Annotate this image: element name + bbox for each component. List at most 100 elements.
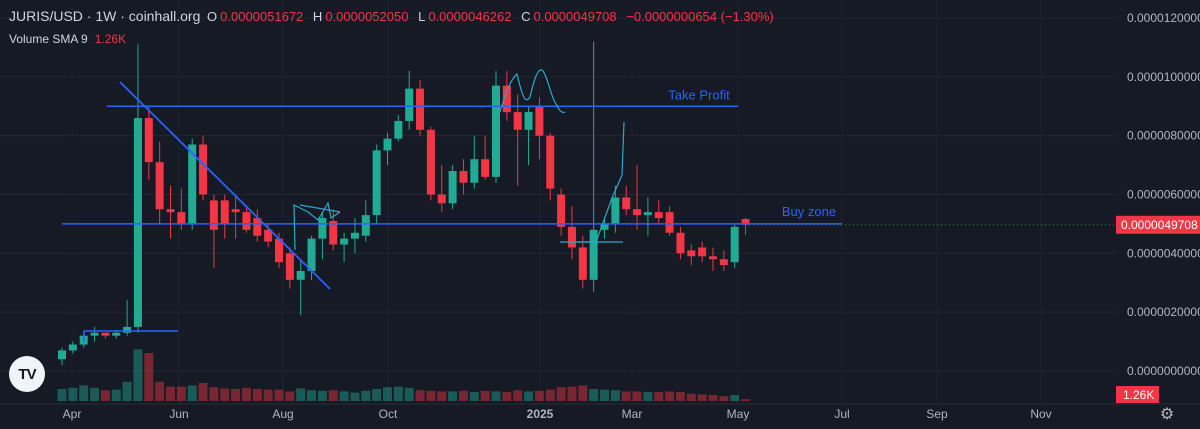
trend-line (119, 81, 331, 290)
volume-bar (730, 395, 740, 401)
candle-body (318, 218, 327, 239)
candle-body (372, 150, 381, 216)
volume-bar (437, 391, 447, 401)
volume-bar (621, 391, 631, 401)
candle-body (741, 218, 750, 225)
open-value: 0.0000051672 (220, 9, 304, 24)
candle-body (253, 218, 262, 236)
volume-bar (741, 399, 751, 401)
candle-body (416, 88, 425, 130)
y-tick-label: 0.0000080000 (1127, 129, 1200, 143)
volume-bar (100, 390, 110, 401)
take-profit-label: Take Profit (668, 87, 730, 102)
chart-drawings: Take Profit Buy zone (62, 69, 1116, 342)
gear-icon[interactable]: ⚙ (1159, 406, 1175, 423)
candle-body (676, 232, 685, 254)
ohlc-legend: JURIS/USD · 1W · coinhall.org O 0.0000051… (9, 8, 780, 24)
volume-bar (643, 392, 653, 401)
volume-bar (393, 386, 403, 401)
candle-body (199, 144, 208, 195)
candle-body (426, 129, 435, 195)
volume-bar (708, 395, 718, 401)
volume-bar (567, 386, 577, 401)
candle-body (166, 209, 175, 213)
volume-bar (133, 349, 143, 401)
volume-bar (578, 385, 588, 401)
volume-bars (57, 349, 751, 401)
volume-legend[interactable]: Volume SMA 9 1.26K (9, 32, 129, 46)
volume-bar (502, 392, 512, 401)
candle-body (567, 226, 576, 248)
candle-body (437, 194, 446, 204)
candle-body (448, 170, 457, 204)
volume-bar (697, 394, 707, 401)
candle-body (209, 200, 218, 230)
volume-bar (274, 389, 284, 401)
volume-bar (448, 391, 458, 401)
high-value: 0.0000052050 (325, 9, 409, 24)
candle-body (709, 256, 717, 260)
y-tick-label: 0.0000000000 (1127, 364, 1200, 378)
volume-bar (68, 387, 78, 401)
candle-body (329, 220, 338, 245)
x-tick-label: Jun (169, 407, 188, 421)
sketch-path (499, 69, 566, 114)
volume-bar (534, 390, 544, 401)
volume-bar (610, 390, 620, 401)
candle-body (459, 170, 468, 183)
candle-body (350, 232, 359, 239)
candle-body (177, 212, 186, 224)
candle-body (589, 229, 598, 280)
last-price-label: 0.0000049708 (1121, 218, 1198, 232)
volume-bar (187, 385, 197, 401)
x-tick-label: Aug (272, 407, 293, 421)
candle-body (296, 270, 305, 280)
volume-bar (252, 389, 262, 401)
x-tick-label: Jul (834, 407, 849, 421)
candle-body (719, 259, 728, 266)
candle-body (231, 209, 240, 213)
candle-body (492, 85, 500, 177)
volume-bar (372, 389, 382, 401)
candle-body (698, 247, 707, 257)
chart-grid (0, 0, 1116, 404)
y-tick-label: 0.0000020000 (1127, 305, 1200, 319)
candle-body (68, 344, 77, 351)
volume-bar (361, 390, 371, 401)
volume-bar (524, 391, 534, 401)
volume-bar (556, 387, 566, 401)
change-value: −0.0000000654 (−1.30%) (626, 9, 774, 24)
volume-bar (328, 390, 338, 401)
candle-body (481, 159, 490, 177)
volume-tag (1116, 386, 1159, 403)
candle-body (133, 118, 142, 327)
x-tick-label: Apr (63, 407, 82, 421)
volume-bar (654, 392, 664, 401)
candle-body (220, 200, 229, 224)
volume-bar (665, 391, 675, 401)
x-tick-label: May (727, 407, 750, 421)
candle-body (546, 135, 555, 189)
last-price-tag (1116, 215, 1200, 234)
candle-body (101, 332, 110, 336)
volume-bar (686, 393, 696, 401)
volume-bar (155, 381, 165, 401)
candle-body (383, 138, 392, 151)
volume-bar (285, 391, 295, 401)
buy-zone-label: Buy zone (782, 204, 836, 219)
candle-body (90, 332, 99, 336)
tradingview-logo-icon[interactable]: TV (9, 356, 45, 392)
x-tick-label: Nov (1030, 407, 1051, 421)
volume-bar (480, 390, 490, 401)
close-label: C (521, 9, 531, 24)
x-tick-label: Oct (379, 407, 398, 421)
volume-bar (176, 386, 186, 401)
candle-body (123, 326, 132, 333)
volume-bar (675, 392, 685, 401)
candle-body (687, 250, 696, 257)
candle-body (557, 194, 566, 227)
symbol-title[interactable]: JURIS/USD · 1W · coinhall.org (9, 8, 201, 24)
candle-body (611, 197, 620, 224)
volume-indicator-label: Volume SMA 9 (9, 32, 88, 46)
